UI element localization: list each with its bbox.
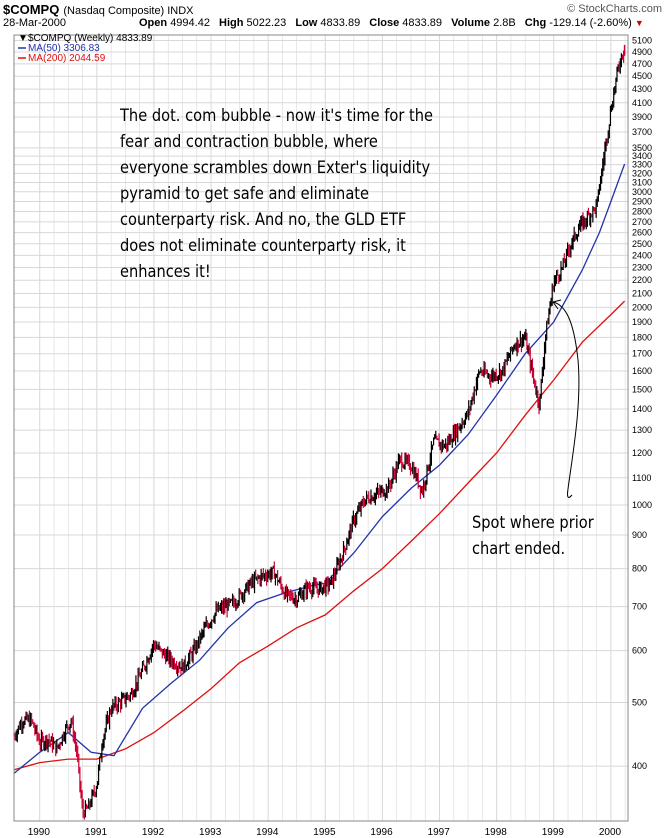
y-tick-label: 3500 <box>632 143 652 153</box>
index-name: (Nasdaq Composite) <box>63 5 165 17</box>
y-tick-label: 1700 <box>632 349 652 359</box>
grid <box>14 35 628 821</box>
y-tick-label: 3200 <box>632 168 652 178</box>
down-triangle-icon: ▼ <box>634 18 644 28</box>
x-tick-label: 1998 <box>485 827 508 838</box>
y-tick-label: 2300 <box>632 263 652 273</box>
y-tick-label: 1100 <box>632 473 651 483</box>
annotation-line: fear and contraction bubble, where <box>120 132 378 152</box>
x-tick-label: 1994 <box>256 827 279 838</box>
x-tick-label: 1995 <box>313 827 336 838</box>
legend-ma50: MA(50) 3306.83 <box>28 43 100 54</box>
y-tick-label: 2900 <box>632 196 652 206</box>
x-tick-label: 1999 <box>542 827 565 838</box>
open-label: Open <box>139 17 168 29</box>
x-tick-label: 1990 <box>28 827 51 838</box>
plot-background <box>14 35 628 821</box>
price-layer <box>13 44 626 820</box>
x-tick-label: 1993 <box>199 827 222 838</box>
open-value: 4994.42 <box>170 17 210 29</box>
y-tick-label: 2800 <box>632 206 652 216</box>
annotation-line: enhances it! <box>120 262 211 282</box>
y-tick-label: 4500 <box>632 71 652 81</box>
y-tick-label: 3300 <box>632 160 652 170</box>
y-tick-label: 1500 <box>632 384 652 394</box>
y-tick-label: 2500 <box>632 239 652 249</box>
annotation-spot: Spot where prior chart ended. <box>472 510 610 562</box>
annotation-main: The dot. com bubble - now it's time for … <box>120 103 443 285</box>
y-tick-label: 4700 <box>632 59 652 69</box>
low-label: Low <box>295 17 318 29</box>
volume-label: Volume <box>451 17 491 29</box>
plot-frame <box>13 34 629 822</box>
annotation-line: everyone scrambles down Exter's liquidit… <box>120 158 431 178</box>
y-tick-label: 1400 <box>632 404 652 414</box>
legend-ma200: MA(200) 2044.59 <box>28 53 106 64</box>
y-tick-label: 4300 <box>632 84 652 94</box>
y-tick-label: 600 <box>632 646 647 656</box>
y-tick-label: 700 <box>632 602 647 612</box>
x-tick-label: 1997 <box>428 827 451 838</box>
annotation-line: counterparty risk. And no, the GLD ETF <box>120 210 407 230</box>
x-tick-label: 1991 <box>85 827 108 838</box>
y-tick-label: 2400 <box>632 250 652 260</box>
y-tick-label: 1200 <box>632 448 652 458</box>
y-tick-label: 3700 <box>632 127 652 137</box>
y-tick-label: 400 <box>632 761 647 771</box>
quote-date: 28-Mar-2000 <box>3 17 66 29</box>
y-tick-label: 4900 <box>632 47 652 57</box>
axes: 400 500 600 700 800 900 1000 1100 1200 1300 1400 15… <box>13 34 652 838</box>
y-tick-label: 2200 <box>632 275 652 285</box>
y-tick-label: 1000 <box>632 500 652 510</box>
close-value: 4833.89 <box>402 17 443 29</box>
y-tick-label: 2000 <box>632 302 652 312</box>
y-tick-label: 3400 <box>632 151 652 161</box>
annotation-arrowhead <box>552 299 562 310</box>
y-tick-label: 1600 <box>632 366 652 376</box>
legend: ▼ $COMPQ (Weekly) 4833.89 MA(50) 3306.83… <box>18 33 153 64</box>
symbol: $COMPQ <box>3 2 60 17</box>
chart-header: $COMPQ (Nasdaq Composite) INDX © StockChar… <box>0 0 670 32</box>
x-tick-label: 1996 <box>370 827 393 838</box>
annotation-line: chart ended. <box>472 539 566 559</box>
brand-watermark: © StockCharts.com <box>567 3 662 15</box>
y-tick-label: 3900 <box>632 112 652 122</box>
exchange: INDX <box>167 5 194 17</box>
high-label: High <box>219 17 244 29</box>
close-label: Close <box>369 17 400 29</box>
volume-value: 2.8B <box>493 17 516 29</box>
y-tick-label: 1900 <box>632 317 652 327</box>
annotation-line: pyramid to get safe and eliminate <box>120 184 370 204</box>
y-tick-label: 3100 <box>632 177 652 187</box>
chart-title: $COMPQ (Nasdaq Composite) INDX <box>3 2 194 17</box>
y-tick-label: 800 <box>632 564 647 574</box>
annotation-arrow <box>552 301 580 498</box>
y-tick-label: 2100 <box>632 288 652 298</box>
y-tick-label: 500 <box>632 698 647 708</box>
annotation-line: does not eliminate counterparty risk, it <box>120 236 406 256</box>
y-tick-label: 5100 <box>632 36 652 46</box>
y-tick-label: 3000 <box>632 187 652 197</box>
annotation-line: Spot where prior <box>472 513 594 533</box>
y-tick-label: 2700 <box>632 217 652 227</box>
y-tick-label: 1300 <box>632 425 652 435</box>
quote-stats: Open 4994.42 High 5022.23 Low 4833.89 Cl… <box>139 17 644 29</box>
y-tick-label: 900 <box>632 530 647 540</box>
legend-price-marker: ▼ <box>18 33 28 44</box>
high-value: 5022.23 <box>246 17 287 29</box>
legend-price: $COMPQ (Weekly) 4833.89 <box>28 33 153 44</box>
chg-value: -129.14 (-2.60%) <box>549 17 632 29</box>
low-value: 4833.89 <box>320 17 361 29</box>
y-tick-label: 2600 <box>632 228 652 238</box>
chg-label: Chg <box>524 17 547 29</box>
x-tick-label: 2000 <box>599 827 622 838</box>
annotation-line: The dot. com bubble - now it's time for … <box>120 106 434 126</box>
y-tick-label: 4100 <box>632 98 652 108</box>
x-tick-label: 1992 <box>142 827 165 838</box>
y-tick-label: 1800 <box>632 332 652 342</box>
